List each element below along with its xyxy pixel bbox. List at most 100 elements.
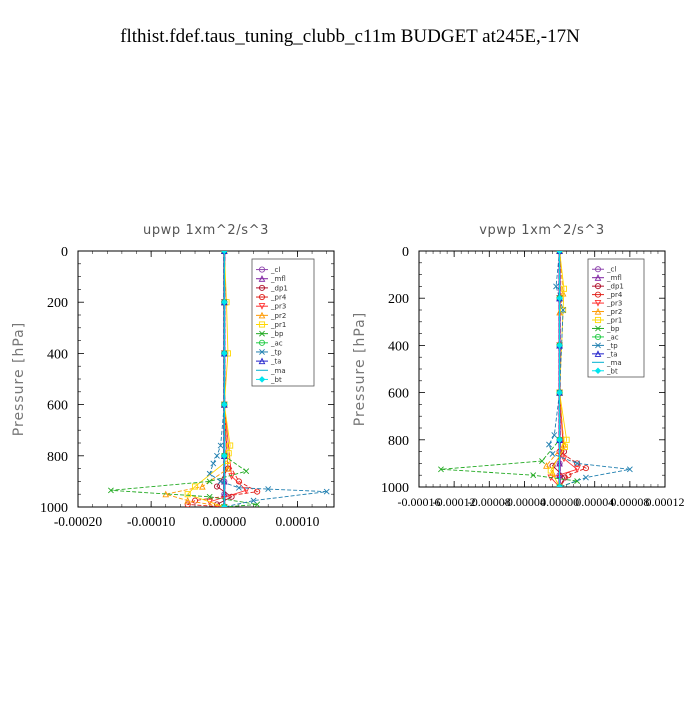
data-point bbox=[184, 501, 191, 507]
x-tick-label: 0.00000 bbox=[202, 514, 246, 529]
x-tick-label: 0.00004 bbox=[575, 495, 614, 509]
legend-marker bbox=[594, 291, 602, 298]
legend-marker bbox=[594, 300, 602, 307]
data-point bbox=[224, 464, 232, 472]
legend-label: _mfl bbox=[606, 274, 622, 282]
data-point bbox=[530, 472, 537, 479]
legend-label: _tp bbox=[606, 342, 618, 350]
legend-marker bbox=[594, 274, 602, 281]
data-point bbox=[107, 487, 114, 494]
data-point bbox=[184, 496, 192, 504]
legend-label: _ta bbox=[270, 358, 282, 366]
x-tick-label: -0.00020 bbox=[54, 514, 103, 529]
x-tick-label: 0.00008 bbox=[610, 495, 649, 509]
data-point bbox=[556, 389, 563, 396]
y-tick-label: 800 bbox=[47, 450, 68, 465]
data-point bbox=[221, 251, 228, 255]
data-point bbox=[250, 497, 257, 504]
y-tick-label: 200 bbox=[47, 296, 68, 311]
series-group bbox=[107, 251, 330, 507]
x-tick-label: 0.00010 bbox=[275, 514, 319, 529]
series-line-bp bbox=[440, 251, 578, 487]
data-point bbox=[560, 455, 568, 463]
data-point bbox=[199, 482, 206, 490]
data-point bbox=[559, 289, 567, 297]
series-line-bp bbox=[110, 251, 258, 507]
y-tick-label: 400 bbox=[47, 347, 68, 362]
legend-marker bbox=[594, 367, 602, 375]
legend-label: _ac bbox=[270, 339, 283, 347]
chart-vpwp: vpwp 1xm^2/s^3 Pressure [hPa] 0 200 400 600 80… bbox=[352, 223, 685, 509]
data-point bbox=[560, 285, 568, 292]
data-point bbox=[563, 436, 570, 443]
data-point bbox=[574, 460, 581, 467]
legend-label: _pr3 bbox=[270, 303, 286, 311]
legend-label: _pr1 bbox=[606, 317, 622, 325]
data-point bbox=[221, 350, 228, 357]
data-point bbox=[556, 483, 563, 487]
legend-marker bbox=[595, 325, 601, 332]
legend-label: _ma bbox=[606, 359, 622, 367]
data-point bbox=[547, 467, 554, 474]
data-point bbox=[221, 504, 228, 507]
series-group bbox=[438, 251, 633, 487]
y-tick-label: 1000 bbox=[40, 501, 68, 516]
legend-label: _cl bbox=[270, 266, 280, 274]
y-tick-label: 0 bbox=[402, 245, 409, 260]
y-axis-label: Pressure [hPa] bbox=[352, 312, 368, 426]
series-line-pr2 bbox=[165, 251, 229, 507]
data-point bbox=[561, 443, 568, 450]
data-point bbox=[556, 294, 563, 302]
legend-label: _dp1 bbox=[606, 283, 624, 291]
data-point bbox=[583, 474, 589, 481]
data-point bbox=[221, 401, 228, 408]
data-point bbox=[556, 484, 563, 487]
chart-title: upwp 1xm^2/s^3 bbox=[143, 223, 269, 238]
legend-marker bbox=[594, 266, 602, 273]
data-point bbox=[556, 436, 563, 444]
legend-marker bbox=[258, 376, 266, 383]
y-axis-label: Pressure [hPa] bbox=[11, 322, 27, 436]
series-line-pr1 bbox=[550, 251, 568, 487]
data-point bbox=[573, 466, 581, 473]
data-point bbox=[265, 486, 272, 492]
legend-box bbox=[251, 258, 315, 387]
x-tick-label: 0.00000 bbox=[540, 495, 579, 509]
legend-marker bbox=[594, 307, 602, 315]
x-tick-label: 0.00012 bbox=[646, 495, 685, 509]
data-point bbox=[549, 451, 556, 457]
legend-label: _bp bbox=[606, 325, 620, 333]
data-point bbox=[556, 251, 563, 255]
x-tick-label: -0.00010 bbox=[127, 514, 176, 529]
legend-marker bbox=[258, 303, 266, 310]
data-point bbox=[217, 478, 224, 485]
legend-marker bbox=[258, 266, 266, 273]
legend-label: _pr2 bbox=[606, 308, 622, 316]
legend-label: _pr2 bbox=[270, 312, 286, 320]
y-tick-label: 1000 bbox=[381, 481, 409, 496]
data-point bbox=[228, 473, 235, 480]
legend-marker bbox=[258, 339, 266, 346]
legend-marker bbox=[258, 275, 266, 282]
legend-marker bbox=[258, 311, 266, 319]
data-point bbox=[582, 465, 589, 472]
legend-box bbox=[587, 258, 645, 378]
data-point bbox=[235, 484, 242, 491]
x-tick-label: -0.00008 bbox=[468, 495, 511, 509]
legend-marker bbox=[595, 342, 601, 349]
data-point bbox=[221, 298, 228, 306]
legend-label: _tp bbox=[270, 348, 282, 356]
data-point bbox=[184, 491, 191, 498]
data-point bbox=[206, 478, 213, 485]
data-point bbox=[243, 468, 250, 475]
legend-label: _pr3 bbox=[606, 300, 622, 308]
legend-marker bbox=[258, 293, 266, 301]
data-point bbox=[213, 483, 221, 490]
y-tick-label: 400 bbox=[388, 339, 409, 354]
legend-marker bbox=[258, 357, 266, 365]
series-line-pr4 bbox=[186, 251, 259, 507]
data-point bbox=[626, 466, 633, 473]
legend-marker bbox=[259, 330, 265, 337]
legend-label: _pr4 bbox=[270, 294, 287, 302]
data-point bbox=[543, 462, 550, 469]
